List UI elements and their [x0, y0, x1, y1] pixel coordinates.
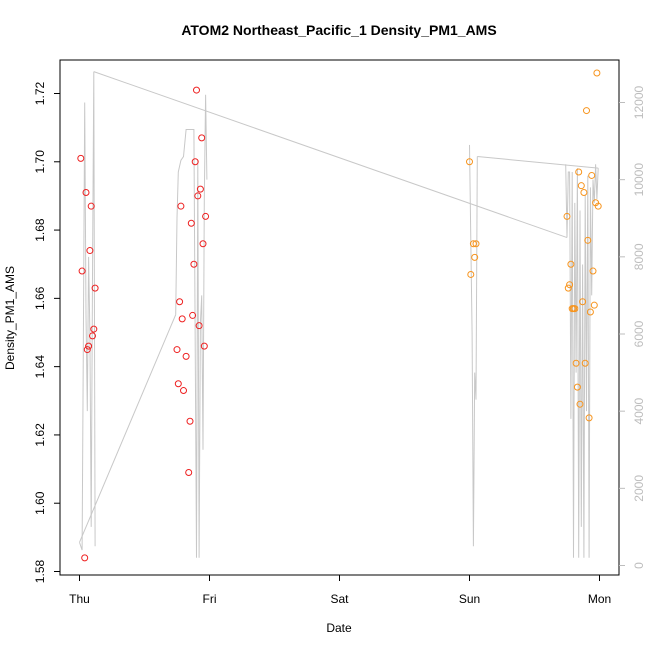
data-point-orange: [469, 240, 477, 248]
data-point-red: [177, 202, 185, 210]
data-point-red: [176, 298, 184, 306]
y-tick-label: 1.66: [33, 286, 47, 310]
data-point-orange: [566, 281, 574, 289]
data-point-red: [190, 260, 198, 268]
data-point-orange: [575, 168, 583, 176]
data-point-red: [199, 240, 207, 248]
data-point-red: [198, 134, 206, 142]
y-tick-label: 1.62: [33, 423, 47, 447]
scatter-points: [77, 69, 602, 562]
data-point-red: [189, 311, 197, 319]
data-point-red: [202, 212, 210, 220]
data-point-red: [91, 284, 99, 292]
data-point-red: [81, 554, 89, 562]
data-point-orange: [579, 298, 587, 306]
data-point-red: [182, 352, 190, 360]
data-point-red: [180, 387, 187, 395]
data-point-orange: [584, 236, 592, 244]
data-point-red: [85, 342, 93, 350]
data-point-red: [89, 332, 96, 340]
data-point-red: [173, 346, 181, 354]
line-connector: [477, 156, 599, 169]
data-point-orange: [472, 240, 480, 248]
y-tick-label: 1.64: [33, 355, 47, 379]
data-point-red: [87, 202, 95, 210]
data-point-orange: [576, 400, 584, 408]
data-point-orange: [581, 359, 589, 367]
line-connector: [93, 71, 568, 239]
line-connector: [79, 314, 177, 543]
data-point-orange: [586, 308, 594, 316]
line-series-path: [175, 94, 208, 558]
data-point-orange: [593, 69, 601, 77]
y-right-tick-label: 12000: [632, 85, 646, 119]
y-tick-label: 1.72: [33, 81, 47, 105]
y-tick-label: 1.70: [33, 150, 47, 174]
y-right-tick-label: 0: [632, 562, 646, 569]
data-point-red: [174, 380, 182, 388]
data-point-orange: [585, 414, 593, 422]
y-tick-label: 1.58: [33, 559, 47, 583]
y-axis-label: Density_PM1_AMS: [3, 266, 17, 370]
axes: Thu Fri Sat Sun Mon 1.58 1.60 1.62 1.64 1.66 1.68 1…: [33, 81, 646, 606]
data-point-orange: [583, 107, 590, 115]
x-tick-label: Thu: [69, 592, 90, 606]
data-point-orange: [471, 253, 479, 261]
x-tick-label: Fri: [203, 592, 217, 606]
y-right-tick-label: 4000: [632, 397, 646, 424]
data-point-red: [77, 154, 85, 162]
y-tick-label: 1.60: [33, 491, 47, 515]
x-axis-label: Date: [326, 621, 352, 635]
data-point-orange: [466, 158, 473, 166]
data-point-orange: [567, 260, 575, 268]
data-point-red: [194, 192, 202, 200]
data-point-red: [78, 267, 86, 275]
data-point-orange: [573, 383, 581, 391]
data-point-red: [191, 158, 199, 166]
line-series-path: [565, 164, 599, 558]
data-point-orange: [564, 284, 572, 292]
y-right-tick-label: 2000: [632, 475, 646, 502]
data-point-red: [186, 417, 194, 425]
line-series: [79, 71, 599, 558]
x-tick-label: Sun: [459, 592, 480, 606]
data-point-orange: [594, 202, 602, 210]
data-point-orange: [577, 182, 585, 190]
data-point-red: [86, 247, 94, 255]
data-point-red: [187, 219, 195, 227]
data-point-red: [195, 322, 203, 330]
x-tick-label: Mon: [588, 592, 611, 606]
data-point-orange: [590, 301, 598, 309]
data-point-red: [185, 468, 193, 476]
data-point-red: [200, 342, 208, 350]
line-series-path: [79, 71, 96, 551]
y-right-tick-label: 8000: [632, 243, 646, 270]
data-point-red: [90, 325, 98, 333]
data-point-red: [83, 346, 91, 354]
y-right-tick-label: 10000: [632, 163, 646, 197]
data-point-orange: [563, 212, 571, 220]
x-tick-label: Sat: [330, 592, 349, 606]
y-right-tick-label: 6000: [632, 320, 646, 347]
data-point-red: [196, 185, 204, 193]
data-point-orange: [580, 189, 588, 197]
line-series-path: [469, 144, 478, 547]
data-point-red: [193, 86, 200, 94]
data-point-red: [178, 315, 186, 323]
y-tick-label: 1.68: [33, 218, 47, 242]
chart-title: ATOM2 Northeast_Pacific_1 Density_PM1_AM…: [181, 22, 496, 38]
data-point-red: [82, 189, 90, 197]
data-point-orange: [571, 305, 579, 313]
data-point-orange: [588, 171, 596, 179]
data-point-orange: [589, 267, 597, 275]
data-point-orange: [467, 270, 475, 278]
data-point-orange: [572, 359, 580, 367]
